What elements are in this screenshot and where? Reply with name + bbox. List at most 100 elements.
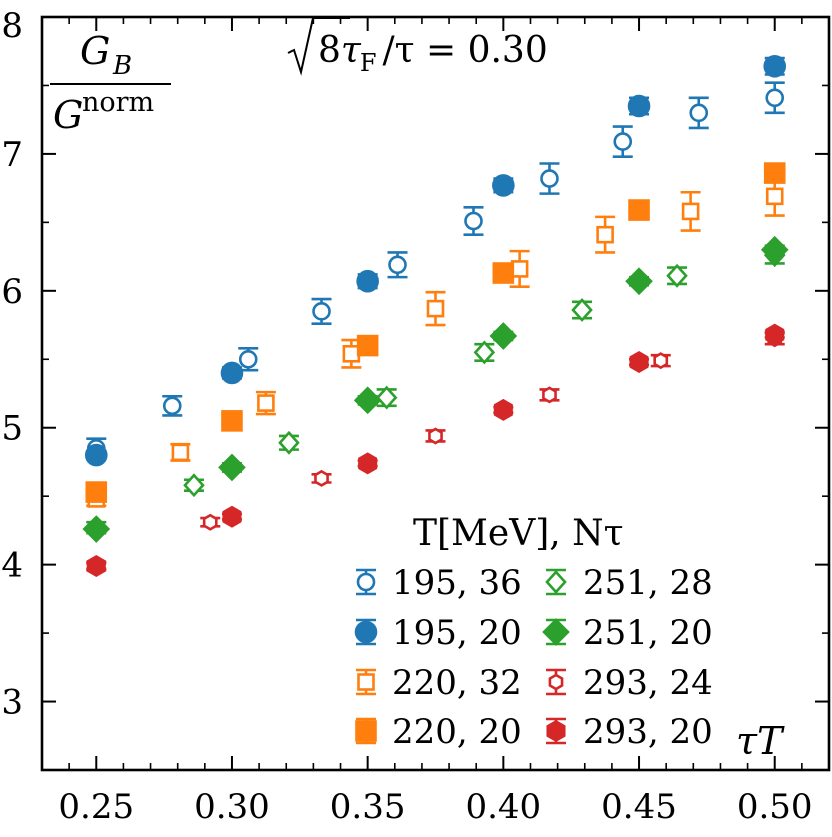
data-point [221, 410, 243, 432]
data-point [220, 361, 244, 385]
data-point [238, 349, 258, 369]
series-195-36 [86, 81, 785, 460]
legend-label: 195, 36 [392, 563, 522, 603]
plot-frame [40, 15, 831, 772]
series-251-20 [82, 235, 789, 543]
title-rest: /τ = 0.30 [382, 30, 547, 71]
legend-entry: 195, 36 [356, 563, 522, 603]
data-point [375, 385, 398, 410]
data-point [542, 386, 557, 404]
y-tick-label: 7 [1, 135, 23, 175]
data-point [760, 235, 789, 264]
series-220-32 [86, 175, 785, 508]
legend-label: 220, 32 [392, 663, 522, 703]
series-220-20 [85, 162, 786, 503]
data-point [628, 199, 650, 221]
legend-label: 251, 20 [583, 613, 713, 653]
legend: T[MeV], Nτ 195, 36 195, 20 220, 32 220, 20 2… [354, 513, 713, 752]
data-point [388, 255, 407, 275]
series-293-20 [86, 323, 785, 578]
data-point [84, 443, 108, 467]
data-point [356, 334, 379, 357]
series-195-20 [84, 54, 787, 467]
data-point [312, 302, 331, 321]
data-point [353, 386, 382, 415]
data-point [342, 344, 361, 363]
y-tick-label: 8 [1, 6, 23, 46]
data-point [218, 453, 246, 482]
data-point [356, 269, 379, 293]
data-point [681, 202, 700, 221]
legend-marker [357, 673, 375, 691]
ylabel-denominator-sup: norm [82, 87, 154, 118]
data-point [493, 398, 513, 421]
title-subscript: F [360, 49, 377, 77]
y-tick-label: 3 [1, 683, 23, 723]
legend-marker [548, 673, 564, 691]
legend-entry: 220, 20 [355, 712, 522, 752]
x-tick-label: 0.30 [194, 787, 270, 827]
ylabel-numerator-sub: B [112, 51, 132, 81]
legend-entry: 293, 24 [546, 663, 713, 703]
legend-title: T[MeV], Nτ [413, 513, 624, 554]
data-point [492, 262, 515, 284]
x-tick-label: 0.40 [465, 787, 541, 827]
data-point [765, 323, 785, 346]
data-point [171, 443, 190, 462]
legend-marker [356, 572, 376, 592]
data-point [596, 225, 614, 244]
data-point [627, 94, 651, 118]
data-point [85, 481, 108, 503]
data-point [314, 469, 329, 487]
data-point [222, 505, 242, 528]
y-tick-label: 4 [1, 546, 23, 586]
series-251-28 [85, 243, 786, 540]
legend-label: 293, 20 [583, 712, 713, 752]
legend-marker [545, 570, 567, 594]
title-tau: τ [341, 30, 362, 71]
legend-entry: 293, 20 [546, 712, 713, 752]
legend-marker [355, 720, 377, 742]
data-point [613, 132, 633, 151]
y-tick-label: 5 [1, 409, 23, 449]
legend-entry: 195, 20 [354, 613, 522, 653]
data-point [162, 396, 182, 416]
data-point [625, 267, 653, 296]
legend-marker [542, 618, 570, 646]
legend-label: 293, 24 [583, 663, 713, 703]
data-point [426, 299, 445, 318]
data-point [492, 174, 515, 197]
y-axis-label: G B G norm [50, 29, 171, 137]
data-point [183, 473, 205, 498]
data-point [86, 555, 106, 578]
title-text: 8τF/τ = 0.30 [318, 30, 548, 77]
title-eight: 8 [318, 30, 341, 71]
data-point [510, 260, 529, 278]
series-layer [82, 54, 789, 578]
data-point [540, 169, 559, 188]
legend-entry: 251, 20 [542, 613, 713, 653]
data-point [489, 322, 518, 350]
data-point [571, 298, 593, 322]
x-tick-label: 0.50 [737, 787, 813, 827]
data-point [765, 88, 785, 108]
legend-marker [546, 719, 566, 743]
data-point [765, 187, 784, 206]
data-point [358, 452, 378, 475]
data-point [763, 162, 786, 184]
data-point [202, 513, 218, 531]
chart-title: 8τF/τ = 0.30 [287, 17, 548, 77]
x-tick-label: 0.25 [58, 787, 134, 827]
data-point [82, 515, 111, 543]
legend-entry: 251, 28 [545, 563, 713, 603]
data-point [464, 211, 483, 231]
x-tick-label: 0.45 [601, 787, 677, 827]
data-point [629, 351, 649, 374]
data-point [473, 340, 496, 365]
data-point [689, 103, 709, 123]
data-point [763, 54, 787, 78]
data-point [653, 352, 669, 370]
x-axis-label: τT [736, 719, 785, 763]
